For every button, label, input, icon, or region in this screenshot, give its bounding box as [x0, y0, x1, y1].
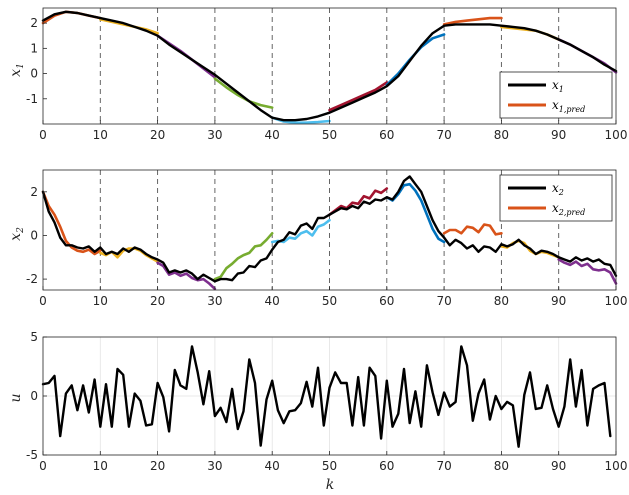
series-line-pred — [557, 258, 618, 285]
panel-u: 0 10 20 30 40 50 60 70 80 90 100-505 u k — [8, 330, 627, 493]
x-tick-label: 50 — [322, 459, 337, 473]
y-tick-label: 0 — [30, 67, 38, 81]
legend-box — [499, 71, 613, 119]
x-tick-label: 50 — [322, 294, 337, 308]
series-line-pred — [213, 232, 274, 281]
x-tick-label: 100 — [605, 128, 628, 142]
x-tick-label: 90 — [551, 459, 566, 473]
x-tick-label: 0 — [39, 128, 47, 142]
series-line-actual — [41, 10, 618, 122]
x-tick-label: 20 — [150, 128, 165, 142]
x-tick-label: 30 — [207, 294, 222, 308]
x-tick-label: 80 — [494, 294, 509, 308]
series-line-pred — [328, 187, 389, 216]
x-tick-label: 0 — [39, 294, 47, 308]
x-tick-label: 10 — [93, 459, 108, 473]
y-tick-label: 1 — [30, 41, 38, 55]
legend-entry: x2 — [552, 181, 564, 197]
x-tick-label: 60 — [379, 294, 394, 308]
legend-entry: x2,pred — [552, 201, 585, 217]
series-line-pred — [156, 261, 217, 291]
legend-entry: x1 — [552, 78, 564, 94]
x-tick-label: 30 — [207, 459, 222, 473]
x-tick-label: 70 — [436, 128, 451, 142]
panel-x1: 0 10 20 30 40 50 60 70 80 90 100 -1 0 1 2 x1 x1 x1,pred — [8, 7, 628, 142]
series-line-actual — [41, 345, 612, 448]
y-tick-label: -5 — [26, 448, 38, 462]
legend-entry: x1,pred — [552, 98, 585, 114]
y-tick-label: 2 — [30, 16, 38, 30]
y-tick-label: 2 — [30, 185, 38, 199]
panel-u-ylabel: u — [8, 393, 24, 402]
series-line-actual — [41, 175, 618, 283]
series-line-pred — [442, 223, 503, 236]
x-tick-label: 70 — [436, 459, 451, 473]
panel-x1-ylabel: x1 — [8, 63, 26, 77]
x-tick-label: 40 — [265, 459, 280, 473]
x-tick-label: 80 — [494, 128, 509, 142]
x-tick-label: 90 — [551, 294, 566, 308]
x-tick-label: 70 — [436, 294, 451, 308]
x-tick-label: 100 — [605, 294, 628, 308]
x-tick-label: 20 — [150, 459, 165, 473]
series-line-pred — [328, 81, 389, 112]
x-tick-label: 100 — [605, 459, 628, 473]
legend-box — [499, 174, 613, 222]
series-line-pred — [442, 16, 503, 26]
x-tick-label: 10 — [93, 128, 108, 142]
y-tick-label: 5 — [30, 330, 38, 344]
x-tick-label: 80 — [494, 459, 509, 473]
x-tick-label: 30 — [207, 128, 222, 142]
x-tick-label: 40 — [265, 128, 280, 142]
panel-x2-ylabel: x2 — [8, 227, 26, 241]
y-tick-label: 0 — [30, 389, 38, 403]
series-line-pred — [41, 190, 102, 256]
x-tick-label: 60 — [379, 128, 394, 142]
x-tick-label: 0 — [39, 459, 47, 473]
x-tick-label: 90 — [551, 128, 566, 142]
y-tick-label: -2 — [26, 272, 38, 286]
x-tick-label: 50 — [322, 128, 337, 142]
y-tick-label: -1 — [26, 92, 38, 106]
x-tick-label: 40 — [265, 294, 280, 308]
y-tick-label: 0 — [30, 228, 38, 242]
x-tick-label: 60 — [379, 459, 394, 473]
panel-u-xlabel: k — [326, 477, 334, 493]
x-tick-label: 20 — [150, 294, 165, 308]
x-tick-label: 10 — [93, 294, 108, 308]
